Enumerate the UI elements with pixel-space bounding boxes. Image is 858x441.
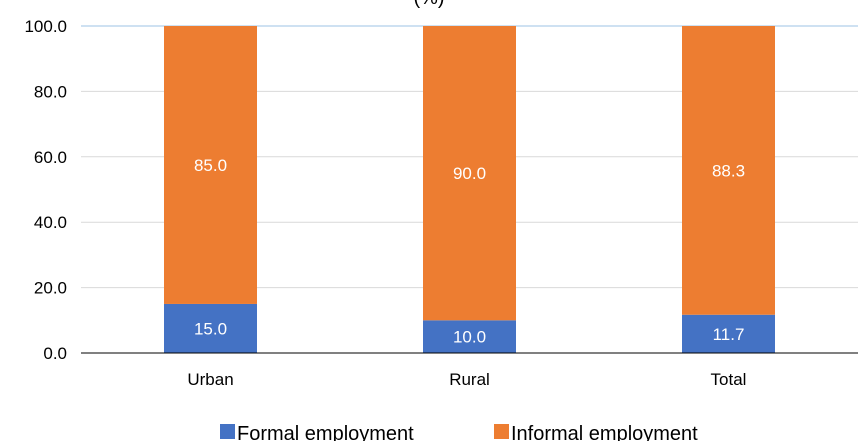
legend: Formal employment Informal employment bbox=[220, 423, 698, 441]
bar-formal bbox=[423, 320, 516, 353]
bar-informal bbox=[682, 26, 775, 315]
data-label: 88.3 bbox=[712, 161, 745, 180]
x-tick-label: Rural bbox=[449, 370, 490, 389]
bar-formal bbox=[682, 314, 775, 353]
y-tick-label: 20.0 bbox=[34, 279, 67, 298]
y-tick-label: 40.0 bbox=[34, 213, 67, 232]
data-labels: 15.0 85.0 10.0 90.0 11.7 88.3 bbox=[194, 156, 745, 347]
bar-formal bbox=[164, 303, 257, 353]
y-tick-label: 60.0 bbox=[34, 148, 67, 167]
legend-label: Formal employment bbox=[237, 423, 414, 441]
data-label: 10.0 bbox=[453, 328, 486, 347]
y-tick-label: 100.0 bbox=[24, 17, 67, 36]
x-axis-tick-labels: Urban Rural Total bbox=[187, 370, 746, 389]
legend-label: Informal employment bbox=[511, 423, 698, 441]
y-tick-label: 80.0 bbox=[34, 82, 67, 101]
legend-swatch-formal bbox=[220, 424, 235, 439]
data-label: 11.7 bbox=[713, 325, 745, 344]
bars bbox=[164, 26, 775, 353]
y-axis-tick-labels: 0.0 20.0 40.0 60.0 80.0 100.0 bbox=[24, 17, 67, 363]
bar-informal bbox=[164, 26, 257, 304]
x-tick-label: Total bbox=[711, 370, 747, 389]
data-label: 90.0 bbox=[453, 164, 486, 183]
bar-informal bbox=[423, 26, 516, 321]
legend-swatch-informal bbox=[494, 424, 509, 439]
data-label: 15.0 bbox=[194, 319, 227, 338]
data-label: 85.0 bbox=[194, 156, 227, 175]
x-tick-label: Urban bbox=[187, 370, 233, 389]
chart-title: (%) bbox=[413, 0, 444, 9]
y-tick-label: 0.0 bbox=[43, 344, 67, 363]
